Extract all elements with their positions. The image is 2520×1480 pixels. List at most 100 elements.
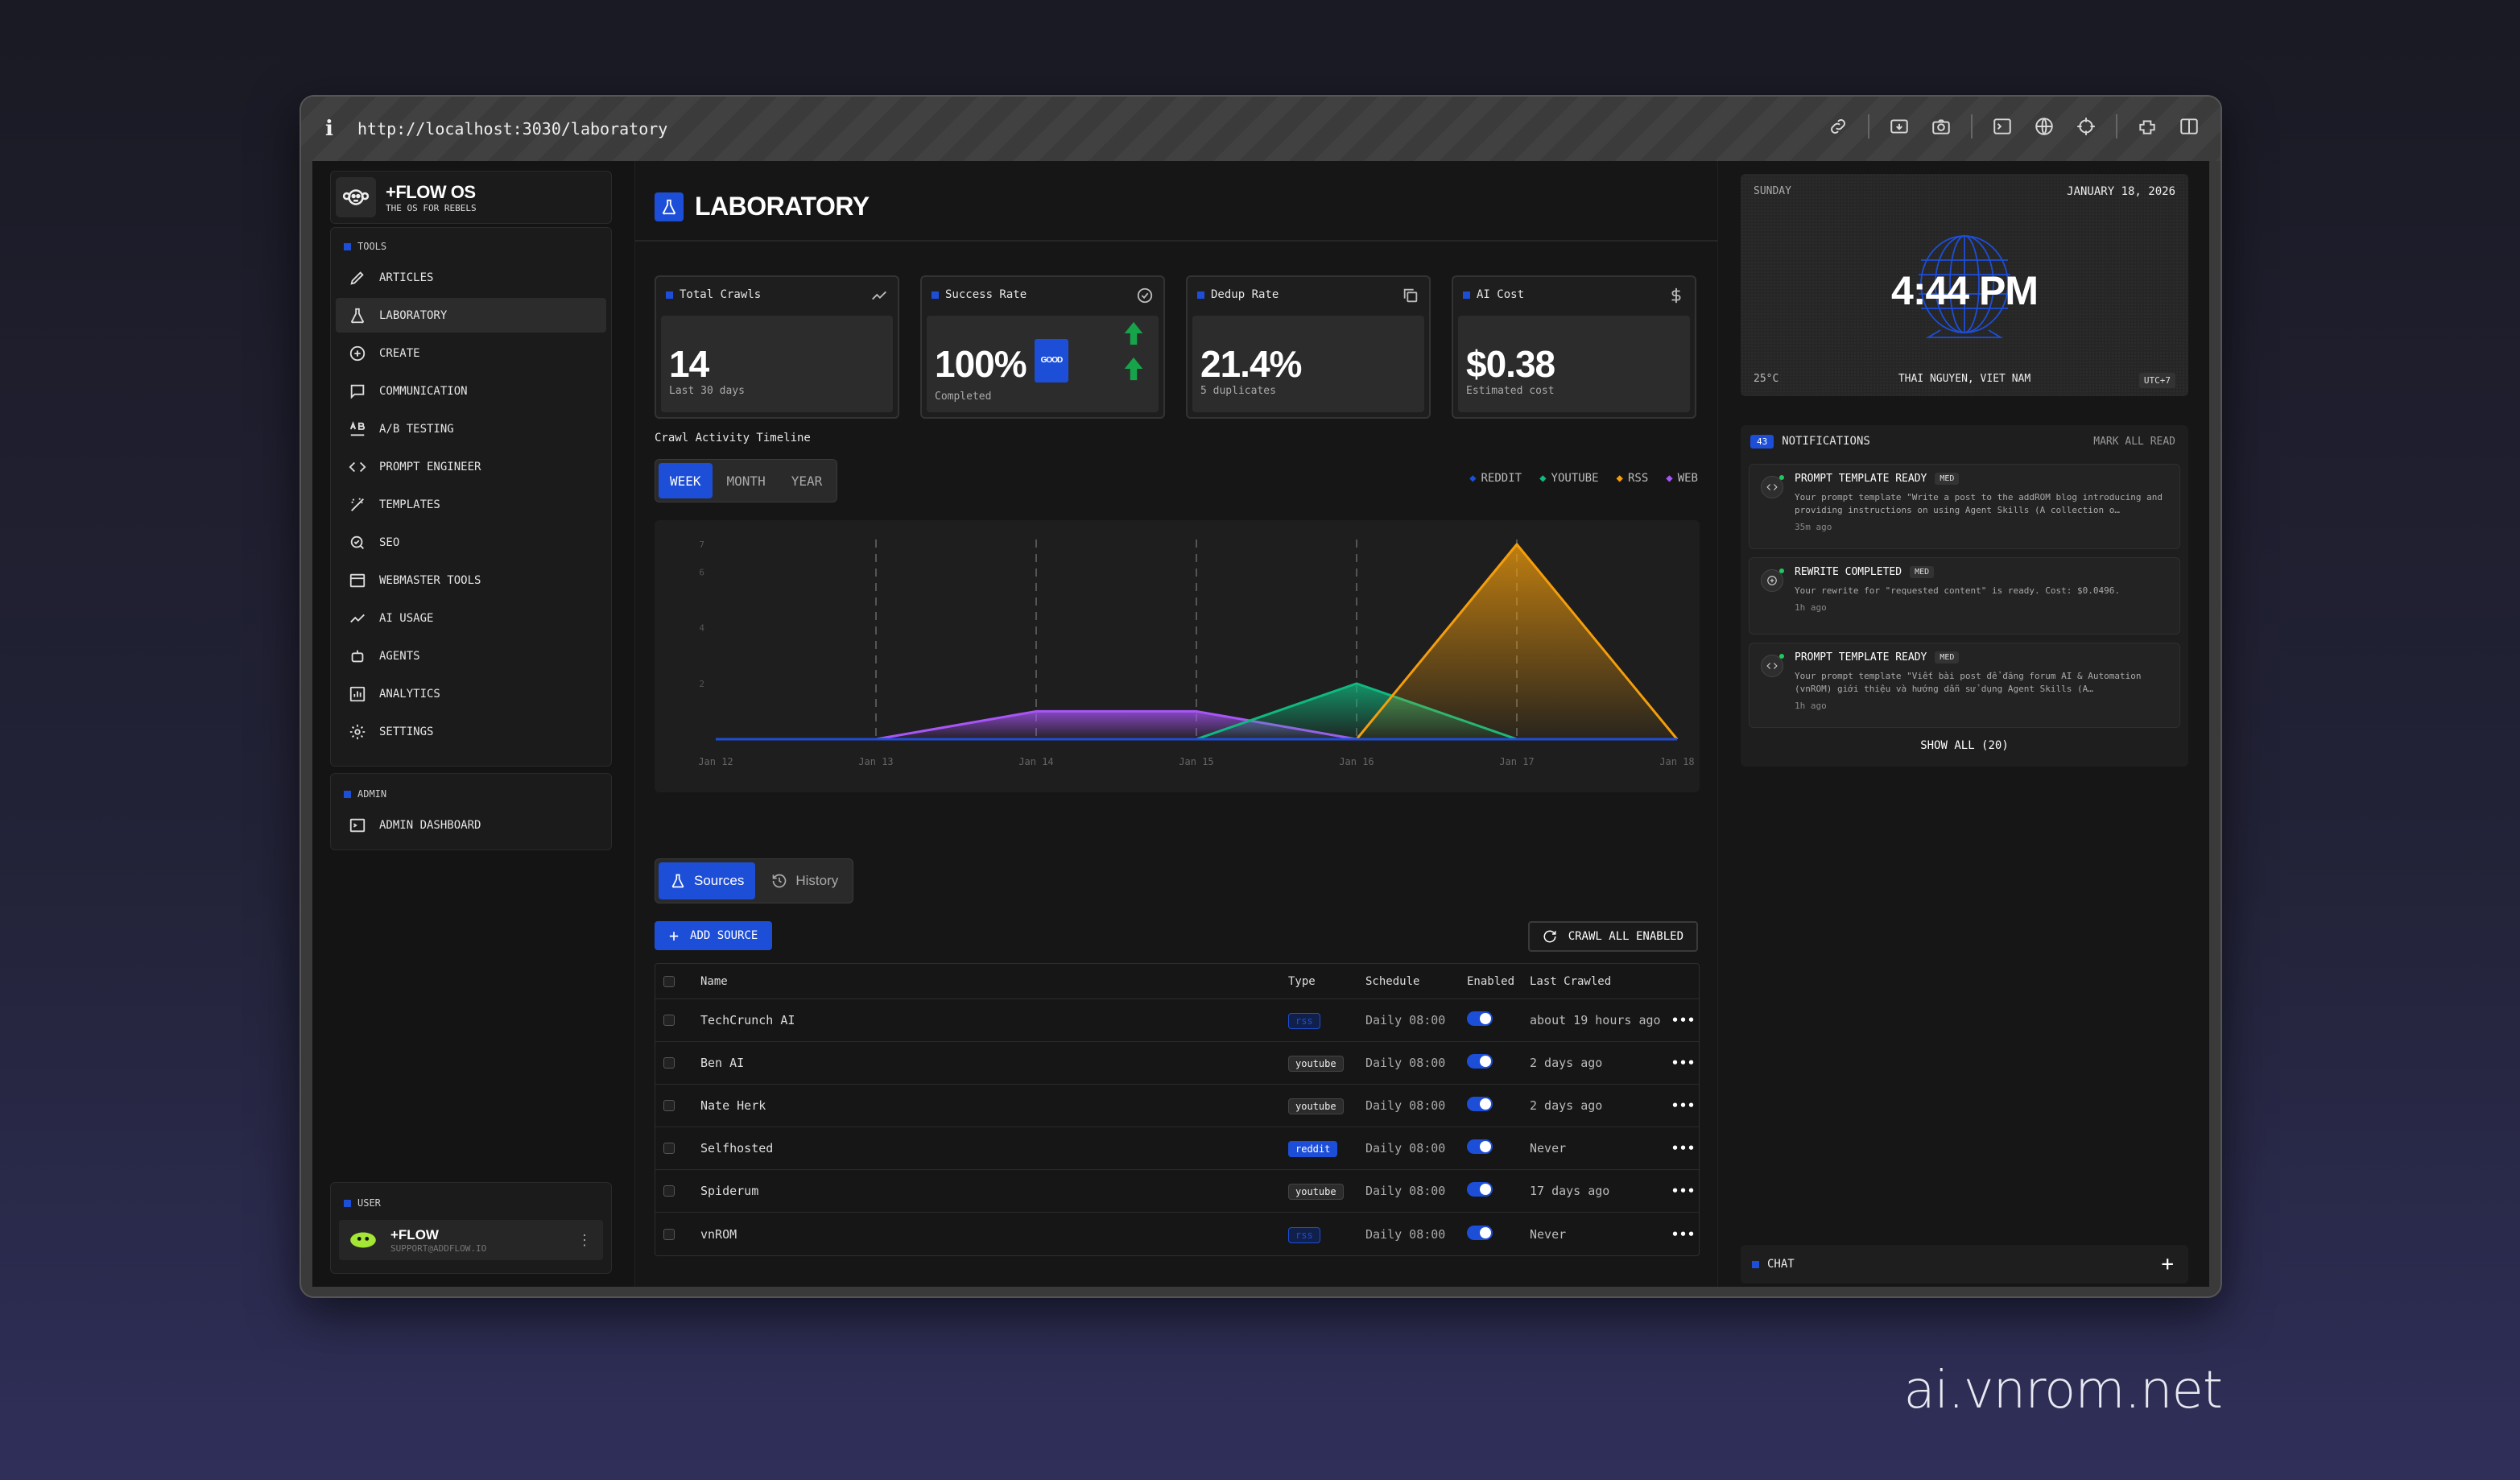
- sidebar-item-admin-dashboard[interactable]: ADMIN DASHBOARD: [336, 808, 606, 842]
- row-checkbox[interactable]: [663, 1228, 675, 1240]
- type-badge: reddit: [1288, 1141, 1338, 1157]
- page-title: LABORATORY: [695, 192, 870, 221]
- user-profile[interactable]: +FLOW SUPPORT@ADDFLOW.IO ⋮: [339, 1220, 603, 1260]
- user-menu-icon[interactable]: ⋮: [577, 1231, 592, 1249]
- chat-label: CHAT: [1767, 1258, 1795, 1271]
- flask-icon: [655, 192, 684, 221]
- enabled-toggle[interactable]: [1467, 1225, 1493, 1243]
- flask-icon: [671, 874, 684, 888]
- tab-year[interactable]: YEAR: [791, 473, 823, 489]
- add-source-button[interactable]: + ADD SOURCE: [655, 921, 773, 950]
- row-checkbox[interactable]: [663, 1100, 675, 1111]
- message-icon: [350, 384, 365, 399]
- tab-month[interactable]: MONTH: [726, 473, 766, 489]
- more-icon[interactable]: •••: [1671, 1141, 1696, 1155]
- enabled-toggle[interactable]: [1467, 1011, 1493, 1029]
- select-all-checkbox[interactable]: [663, 975, 675, 987]
- sidebar-item-webmaster-tools[interactable]: WEBMASTER TOOLS: [336, 563, 606, 597]
- sidebar-item-analytics[interactable]: ANALYTICS: [336, 676, 606, 711]
- tab-history[interactable]: History: [760, 862, 849, 899]
- browser-window: i http://localhost:3030/laboratory +F: [300, 95, 2222, 1298]
- more-icon[interactable]: •••: [1671, 1226, 1696, 1242]
- y-tick-label: 2: [699, 679, 704, 689]
- table-row[interactable]: Selfhosted reddit Daily 08:00 Never •••: [655, 1127, 1699, 1170]
- enabled-toggle[interactable]: [1467, 1139, 1493, 1157]
- info-icon[interactable]: i: [325, 117, 333, 141]
- last-crawled: 2 days ago: [1530, 1056, 1603, 1070]
- notification-item[interactable]: REWRITE COMPLETED MED Your rewrite for "r…: [1749, 557, 2180, 635]
- y-tick-label: 6: [699, 568, 704, 578]
- sidebar-item-articles[interactable]: ARTICLES: [336, 260, 606, 295]
- plus-icon: +: [669, 926, 680, 945]
- enabled-toggle[interactable]: [1467, 1097, 1493, 1114]
- url-text[interactable]: http://localhost:3030/laboratory: [357, 119, 668, 138]
- sidebar-item-ai-usage[interactable]: AI USAGE: [336, 601, 606, 635]
- more-icon[interactable]: •••: [1671, 1184, 1696, 1198]
- notification-count: 43: [1750, 434, 1774, 449]
- crosshair-icon[interactable]: [2074, 114, 2098, 138]
- show-all-button[interactable]: SHOW ALL (20): [1920, 739, 2009, 752]
- clock-location: THAI NGUYEN, VIET NAM: [1898, 373, 2031, 385]
- sidebar-item-seo[interactable]: SEO: [336, 525, 606, 560]
- tab-week[interactable]: WEEK: [659, 463, 713, 498]
- notification-item[interactable]: PROMPT TEMPLATE READY MED Your prompt tem…: [1749, 464, 2180, 549]
- stat-value: $0.38: [1466, 343, 1555, 385]
- more-icon[interactable]: •••: [1671, 1056, 1696, 1070]
- sidebar-item-agents[interactable]: AGENTS: [336, 639, 606, 673]
- code-icon: [1761, 654, 1784, 677]
- sidebar-item-settings[interactable]: SETTINGS: [336, 714, 606, 749]
- flask-icon: [351, 308, 364, 323]
- enabled-toggle[interactable]: [1467, 1054, 1493, 1072]
- sidebar-item-templates[interactable]: TEMPLATES: [336, 487, 606, 522]
- user-name: +FLOW: [390, 1226, 439, 1242]
- type-badge: youtube: [1288, 1184, 1344, 1200]
- legend-youtube[interactable]: YOUTUBE: [1539, 472, 1599, 485]
- x-tick-label: Jan 12: [698, 756, 733, 767]
- range-tabs: WEEK MONTH YEAR: [655, 459, 838, 502]
- status-badge: GOOD: [1034, 338, 1069, 382]
- row-checkbox[interactable]: [663, 1185, 675, 1197]
- crawl-all-button[interactable]: CRAWL ALL ENABLED: [1527, 921, 1698, 952]
- stat-value: 100%: [935, 343, 1027, 385]
- row-checkbox[interactable]: [663, 1143, 675, 1154]
- split-view-icon[interactable]: [2177, 114, 2201, 138]
- terminal-icon[interactable]: [1990, 114, 2014, 138]
- sidebar-item-communication[interactable]: COMMUNICATION: [336, 374, 606, 408]
- screenshot-icon[interactable]: [1887, 114, 1911, 138]
- sidebar-item-create[interactable]: CREATE: [336, 336, 606, 370]
- legend-rss[interactable]: RSS: [1617, 472, 1648, 485]
- row-checkbox[interactable]: [663, 1015, 675, 1026]
- stat-label: Total Crawls: [680, 288, 762, 301]
- brand-card[interactable]: +FLOW OS THE OS FOR REBELS: [330, 171, 612, 224]
- tab-sources[interactable]: Sources: [659, 862, 756, 899]
- table-row[interactable]: Spiderum youtube Daily 08:00 17 days ago •••: [655, 1170, 1699, 1213]
- table-row[interactable]: Nate Herk youtube Daily 08:00 2 days ago •••: [655, 1085, 1699, 1127]
- legend-web[interactable]: WEB: [1666, 472, 1698, 485]
- globe-icon[interactable]: [2032, 114, 2056, 138]
- plus-icon[interactable]: +: [2161, 1252, 2174, 1276]
- more-icon[interactable]: •••: [1671, 1098, 1696, 1113]
- copy-icon: [1403, 288, 1418, 303]
- more-icon[interactable]: •••: [1671, 1013, 1696, 1027]
- chat-bar[interactable]: CHAT +: [1741, 1245, 2188, 1284]
- table-row[interactable]: vnROM rss Daily 08:00 Never •••: [655, 1213, 1699, 1255]
- camera-icon[interactable]: [1929, 114, 1953, 138]
- legend-reddit[interactable]: REDDIT: [1469, 472, 1522, 485]
- link-icon[interactable]: [1826, 114, 1850, 138]
- notification-item[interactable]: PROMPT TEMPLATE READY MED Your prompt tem…: [1749, 643, 2180, 728]
- timeline-title: Crawl Activity Timeline: [655, 432, 811, 444]
- extensions-icon[interactable]: [2135, 114, 2159, 138]
- table-row[interactable]: Ben AI youtube Daily 08:00 2 days ago •••: [655, 1042, 1699, 1085]
- row-checkbox[interactable]: [663, 1057, 675, 1069]
- table-row[interactable]: TechCrunch AI rss Daily 08:00 about 19 hour…: [655, 999, 1699, 1042]
- avatar: [344, 1224, 382, 1256]
- enabled-toggle[interactable]: [1467, 1182, 1493, 1200]
- mark-all-read-button[interactable]: MARK ALL READ: [2093, 435, 2175, 448]
- sidebar-item-ab-testing[interactable]: A/B TESTING: [336, 411, 606, 446]
- sidebar-item-prompt-engineer[interactable]: PROMPT ENGINEER: [336, 449, 606, 484]
- clock-timezone: UTC+7: [2138, 373, 2175, 388]
- stat-sub: Estimated cost: [1466, 385, 1555, 397]
- source-name: vnROM: [700, 1226, 737, 1242]
- sidebar-item-laboratory[interactable]: LABORATORY: [336, 298, 606, 333]
- search-check-icon: [350, 535, 364, 549]
